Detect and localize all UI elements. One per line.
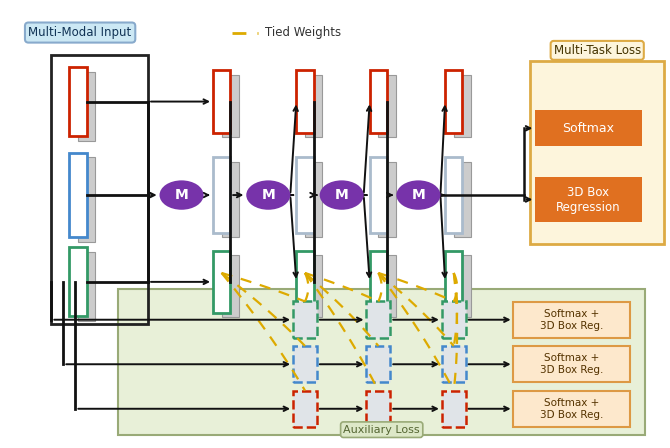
FancyBboxPatch shape: [222, 75, 239, 137]
FancyBboxPatch shape: [222, 255, 239, 318]
FancyBboxPatch shape: [305, 162, 322, 237]
FancyBboxPatch shape: [293, 391, 317, 427]
FancyBboxPatch shape: [535, 177, 642, 222]
FancyBboxPatch shape: [296, 157, 314, 233]
FancyBboxPatch shape: [293, 346, 317, 383]
FancyBboxPatch shape: [293, 302, 317, 338]
FancyBboxPatch shape: [445, 157, 462, 233]
Circle shape: [159, 181, 204, 210]
FancyBboxPatch shape: [370, 157, 387, 233]
FancyBboxPatch shape: [445, 251, 462, 313]
FancyBboxPatch shape: [535, 111, 642, 146]
Text: Softmax +
3D Box Reg.: Softmax + 3D Box Reg.: [540, 309, 604, 331]
FancyBboxPatch shape: [379, 162, 396, 237]
FancyBboxPatch shape: [513, 302, 630, 337]
FancyBboxPatch shape: [370, 70, 387, 133]
Text: M: M: [175, 188, 188, 202]
FancyBboxPatch shape: [366, 391, 391, 427]
FancyBboxPatch shape: [70, 153, 87, 237]
FancyBboxPatch shape: [78, 252, 95, 321]
FancyBboxPatch shape: [296, 70, 314, 133]
FancyBboxPatch shape: [454, 75, 471, 137]
Text: 3D Box
Regression: 3D Box Regression: [556, 185, 621, 214]
FancyBboxPatch shape: [78, 157, 95, 242]
Text: Softmax +
3D Box Reg.: Softmax + 3D Box Reg.: [540, 353, 604, 375]
Text: Multi-Task Loss: Multi-Task Loss: [553, 44, 641, 57]
FancyBboxPatch shape: [78, 72, 95, 141]
FancyBboxPatch shape: [379, 255, 396, 318]
FancyBboxPatch shape: [445, 70, 462, 133]
FancyBboxPatch shape: [305, 75, 322, 137]
FancyBboxPatch shape: [513, 391, 630, 426]
Circle shape: [397, 181, 440, 210]
FancyBboxPatch shape: [366, 302, 391, 338]
Text: Softmax: Softmax: [563, 122, 614, 135]
FancyBboxPatch shape: [305, 255, 322, 318]
Text: Multi-Modal Input: Multi-Modal Input: [29, 26, 132, 39]
Circle shape: [320, 181, 364, 210]
FancyBboxPatch shape: [442, 302, 466, 338]
FancyBboxPatch shape: [296, 251, 314, 313]
FancyBboxPatch shape: [222, 162, 239, 237]
FancyBboxPatch shape: [70, 67, 87, 136]
FancyBboxPatch shape: [454, 255, 471, 318]
FancyBboxPatch shape: [366, 346, 391, 383]
Circle shape: [247, 181, 290, 210]
FancyBboxPatch shape: [513, 346, 630, 382]
Text: M: M: [411, 188, 425, 202]
Text: Tied Weights: Tied Weights: [265, 26, 341, 39]
Text: M: M: [261, 188, 275, 202]
FancyBboxPatch shape: [70, 247, 87, 316]
FancyBboxPatch shape: [213, 157, 230, 233]
FancyBboxPatch shape: [531, 61, 664, 244]
FancyBboxPatch shape: [454, 162, 471, 237]
Text: Softmax +
3D Box Reg.: Softmax + 3D Box Reg.: [540, 398, 604, 420]
FancyBboxPatch shape: [118, 289, 645, 435]
FancyBboxPatch shape: [213, 251, 230, 313]
Text: M: M: [335, 188, 348, 202]
FancyBboxPatch shape: [379, 75, 396, 137]
FancyBboxPatch shape: [213, 70, 230, 133]
FancyBboxPatch shape: [442, 391, 466, 427]
Text: Auxiliary Loss: Auxiliary Loss: [344, 425, 420, 435]
FancyBboxPatch shape: [370, 251, 387, 313]
FancyBboxPatch shape: [442, 346, 466, 383]
